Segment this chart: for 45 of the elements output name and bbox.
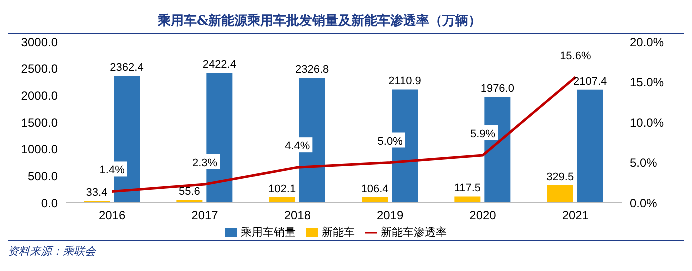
bar (454, 196, 481, 203)
x-tick-label: 2021 (562, 208, 590, 223)
y-tick-label: 0.0 (41, 196, 58, 210)
y2-tick-label: 15.0% (630, 76, 664, 90)
x-tick-label: 2020 (470, 208, 497, 223)
bar (547, 185, 574, 203)
x-tick-label: 2018 (284, 208, 312, 223)
data-label: 2107.4 (574, 76, 608, 88)
y-tick-label: 2500.0 (21, 62, 58, 76)
x-tick-label: 2019 (376, 208, 404, 223)
bar (269, 198, 296, 203)
y-tick-label: 2000.0 (21, 88, 58, 103)
y2-tick-label: 0.0% (630, 196, 658, 210)
y2-tick-label: 5.0% (630, 156, 658, 170)
data-label: 15.6% (560, 50, 592, 62)
data-label: 33.4 (86, 187, 108, 200)
legend-label: 新能车渗透率 (381, 227, 447, 239)
data-label: 329.5 (546, 171, 574, 184)
bar (577, 90, 604, 203)
y-tick-label: 1000.0 (21, 142, 58, 157)
data-label: 1.4% (100, 164, 126, 177)
x-tick-label: 2017 (192, 208, 219, 223)
text: 资料来源：乘联会 (8, 244, 98, 259)
data-label: 117.5 (454, 182, 482, 195)
data-label: 4.4% (285, 140, 310, 153)
data-label: 2110.9 (388, 76, 422, 88)
data-label: 2422.4 (202, 59, 236, 71)
data-label: 102.1 (268, 184, 296, 196)
chart-title: 乘用车&新能源乘用车批发销量及新能车渗透率（万辆） (8, 8, 684, 34)
data-label: 2.3% (192, 157, 218, 170)
data-label: 5.9% (470, 128, 496, 141)
legend-label: 新能车 (322, 227, 355, 239)
legend-label: 乘用车销量 (241, 227, 296, 239)
y2-tick-label: 10.0% (630, 116, 664, 130)
y-tick-label: 1500.0 (21, 116, 58, 130)
data-label: 2326.8 (296, 64, 330, 76)
data-label: 1976.0 (480, 82, 514, 95)
y2-tick-label: 20.0% (630, 35, 664, 50)
y-tick-label: 3000.0 (21, 35, 58, 50)
data-label: 5.0% (378, 136, 404, 148)
data-label: 2362.4 (110, 62, 144, 74)
data-label: 106.4 (361, 183, 389, 196)
data-label: 55.6 (178, 186, 200, 198)
x-tick-label: 2016 (98, 208, 126, 223)
y-tick-label: 500.0 (28, 169, 58, 184)
